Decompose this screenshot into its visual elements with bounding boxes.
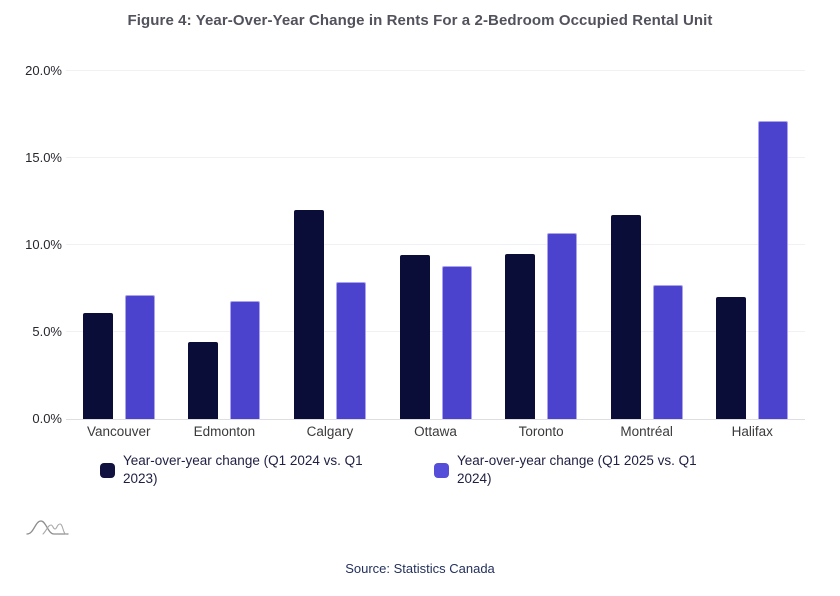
legend-item-q1-2024-vs-q1-2023[interactable]: Year-over-year change (Q1 2024 vs. Q1 20…: [100, 452, 390, 488]
bar-group-edmonton: [172, 71, 278, 419]
bar-groups: [66, 71, 805, 419]
bar-halifax-series-1[interactable]: [758, 121, 789, 419]
x-axis-label-edmonton: Edmonton: [193, 424, 256, 439]
legend-label: Year-over-year change (Q1 2025 vs. Q1 20…: [457, 453, 697, 487]
legend-item-q1-2025-vs-q1-2024[interactable]: Year-over-year change (Q1 2025 vs. Q1 20…: [434, 452, 724, 488]
legend-label: Year-over-year change (Q1 2024 vs. Q1 20…: [123, 453, 363, 487]
gridline: [66, 70, 805, 71]
bar-edmonton-series-0[interactable]: [188, 342, 219, 419]
bar-group-montréal: [594, 71, 700, 419]
bar-group-calgary: [277, 71, 383, 419]
legend-swatch-purple-icon: [434, 463, 449, 478]
bar-ottawa-series-0[interactable]: [399, 255, 430, 419]
bar-calgary-series-0[interactable]: [293, 210, 324, 419]
legend-swatch-navy-icon: [100, 463, 115, 478]
gridline: [66, 244, 805, 245]
y-axis-tick-label: 0.0%: [32, 411, 62, 426]
plot-area: [66, 70, 805, 420]
x-axis-label-vancouver: Vancouver: [87, 424, 151, 439]
y-axis-tick-label: 15.0%: [25, 150, 62, 165]
bar-edmonton-series-1[interactable]: [230, 300, 261, 419]
legend: Year-over-year change (Q1 2024 vs. Q1 20…: [100, 452, 724, 488]
bar-halifax-series-0[interactable]: [716, 297, 747, 419]
gridline: [66, 331, 805, 332]
x-axis-label-montréal: Montréal: [620, 424, 673, 439]
y-axis-tick-label: 5.0%: [32, 324, 62, 339]
bar-group-ottawa: [383, 71, 489, 419]
bar-calgary-series-1[interactable]: [335, 281, 366, 419]
bar-montréal-series-0[interactable]: [610, 215, 641, 419]
bar-ottawa-series-1[interactable]: [441, 265, 472, 419]
mountain-sketch-icon: [26, 520, 69, 535]
bar-vancouver-series-0[interactable]: [82, 312, 113, 419]
x-axis-label-toronto: Toronto: [518, 424, 564, 439]
gridline: [66, 157, 805, 158]
bar-group-toronto: [488, 71, 594, 419]
bar-group-vancouver: [66, 71, 172, 419]
bar-toronto-series-0[interactable]: [505, 253, 536, 419]
y-axis-tick-label: 10.0%: [25, 237, 62, 252]
x-axis-label-calgary: Calgary: [306, 424, 354, 439]
x-axis-label-halifax: Halifax: [731, 424, 773, 439]
bar-vancouver-series-1[interactable]: [124, 295, 155, 419]
bar-montréal-series-1[interactable]: [652, 285, 683, 419]
y-axis-tick-label: 20.0%: [25, 63, 62, 78]
bar-toronto-series-1[interactable]: [547, 232, 578, 419]
bar-group-halifax: [699, 71, 805, 419]
x-axis: Vancouver Edmonton Calgary Ottawa Toronto Mon…: [66, 424, 805, 439]
x-axis-label-ottawa: Ottawa: [414, 424, 457, 439]
source-caption: Source: Statistics Canada: [345, 561, 495, 576]
chart-title: Figure 4: Year-Over-Year Change in Rents…: [127, 12, 713, 29]
